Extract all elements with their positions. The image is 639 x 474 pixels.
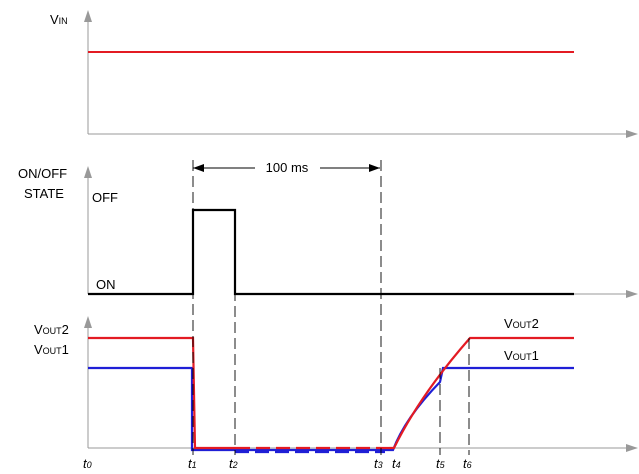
vout2-trace — [88, 336, 574, 450]
vout2-left-label: VOUT2 — [34, 322, 69, 337]
time-labels: t0 t1 t2 t3 t4 t5 t6 — [83, 456, 472, 471]
vin-panel: VIN — [50, 10, 638, 138]
vin-y-arrow — [84, 10, 92, 22]
t3-label: t3 — [374, 456, 383, 471]
onoff-x-arrow — [626, 290, 638, 298]
onoff-label-line1: ON/OFF — [18, 166, 67, 181]
vout2-right-label: VOUT2 — [504, 316, 539, 331]
time-marker-lines — [192, 160, 470, 455]
interval-label: 100 ms — [266, 160, 309, 175]
vout-panel: VOUT2 VOUT1 VOUT2 VOUT1 — [34, 316, 638, 454]
vout-x-arrow — [626, 444, 638, 452]
vout1-left-label: VOUT1 — [34, 342, 69, 357]
interval-arrow-left — [193, 164, 204, 172]
on-label: ON — [96, 277, 116, 292]
onoff-trace — [88, 208, 574, 296]
vin-label: VIN — [50, 12, 68, 27]
interval-arrow-right — [369, 164, 380, 172]
off-label: OFF — [92, 190, 118, 205]
t6-label: t6 — [463, 456, 472, 471]
onoff-label-line2: STATE — [24, 186, 64, 201]
t4-label: t4 — [392, 456, 401, 471]
interval-marker: 100 ms — [193, 160, 380, 175]
t0-label: t0 — [83, 456, 92, 471]
onoff-y-arrow — [84, 166, 92, 178]
onoff-panel: ON/OFF STATE OFF ON — [18, 166, 638, 298]
vout1-right-label: VOUT1 — [504, 348, 539, 363]
t5-label: t5 — [436, 456, 446, 471]
vin-x-arrow — [626, 130, 638, 138]
t1-label: t1 — [188, 456, 197, 471]
vout-y-arrow — [84, 316, 92, 328]
vout1-trace — [88, 366, 574, 452]
t2-label: t2 — [229, 456, 238, 471]
